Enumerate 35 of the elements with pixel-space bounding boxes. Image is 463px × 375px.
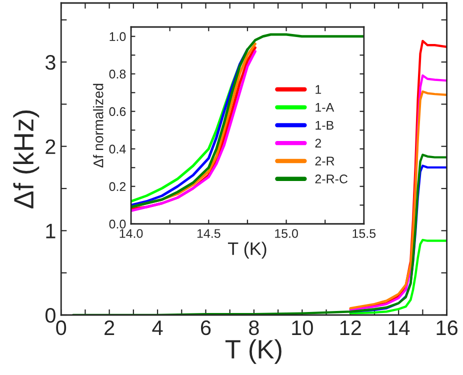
legend-label: 1-B	[316, 120, 334, 130]
y-axis-title: Δf normalized	[93, 84, 104, 168]
x-tick-label: 16	[436, 320, 458, 336]
x-tick-label: 10	[292, 320, 313, 336]
x-tick-label: 0	[56, 320, 66, 336]
legend-label: 2	[315, 138, 322, 148]
x-tick-label: 4	[152, 320, 163, 335]
y-tick-label: 0.6	[109, 107, 126, 116]
x-tick-label: 15.5	[352, 229, 376, 238]
x-tick-label: 12	[340, 320, 361, 335]
y-tick-label: 3	[45, 55, 56, 70]
y-tick-label: 0.4	[109, 144, 126, 154]
legend-label: 2-R	[315, 156, 334, 166]
line-series	[72, 154, 447, 315]
y-tick-label: 0.8	[109, 70, 126, 79]
x-axis-title: T (K)	[225, 339, 282, 364]
legend-label: 2-R-C	[315, 174, 348, 184]
x-axis-title: T (K)	[228, 242, 266, 259]
x-tick-label: 6	[201, 320, 211, 336]
y-tick-label: 2	[46, 139, 56, 154]
x-tick-label: 14.0	[120, 229, 143, 238]
y-axis-title: Δf (kHz)	[13, 110, 40, 208]
y-tick-label: 1	[46, 224, 56, 238]
legend-label: 1-A	[316, 103, 334, 112]
line-series	[349, 238, 447, 314]
legend-label: 1	[316, 85, 322, 94]
y-tick-label: 0	[45, 308, 56, 323]
x-tick-label: 14	[388, 320, 410, 335]
line-series	[131, 33, 364, 208]
y-tick-label: 1.0	[110, 32, 126, 42]
y-tick-label: 0.2	[109, 182, 126, 192]
y-tick-label: 0.0	[109, 220, 126, 229]
x-tick-label: 15.0	[275, 229, 298, 238]
x-tick-label: 14.5	[197, 229, 220, 238]
x-tick-label: 8	[249, 320, 259, 336]
